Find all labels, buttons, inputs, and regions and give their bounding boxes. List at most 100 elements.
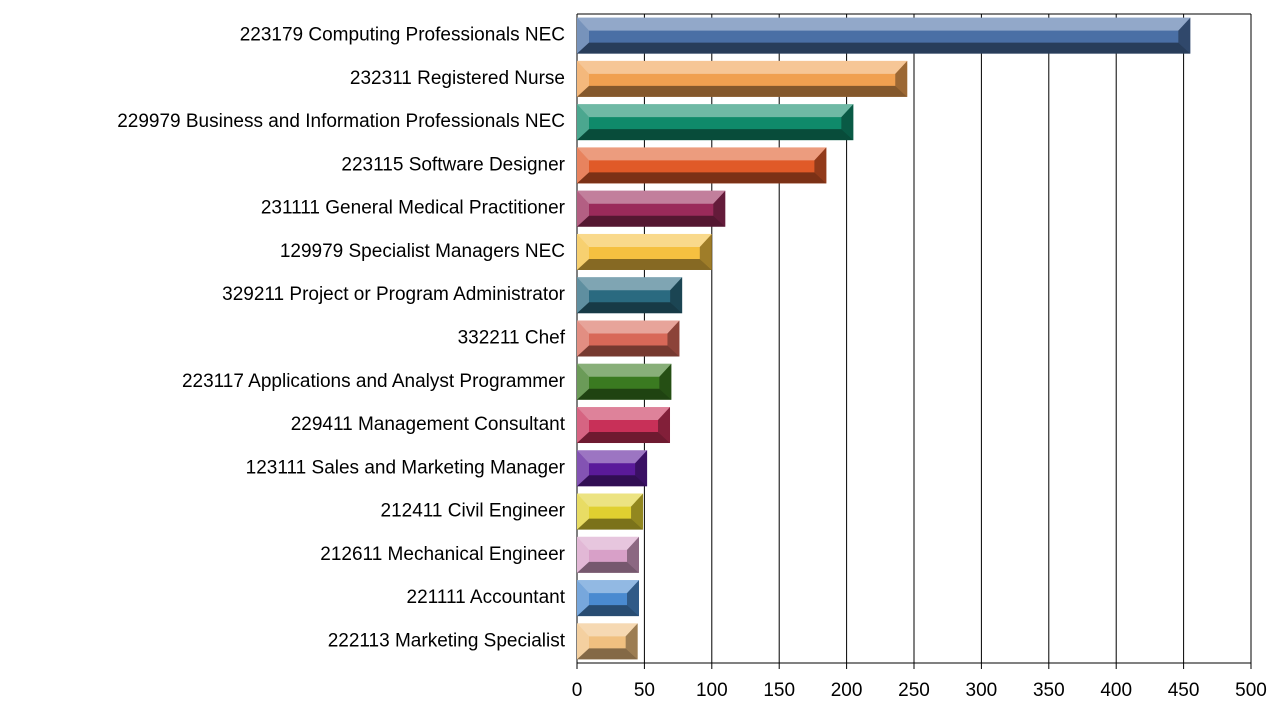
bevel <box>577 623 589 660</box>
bevel <box>577 580 589 617</box>
bar <box>577 104 854 141</box>
bevel <box>577 258 712 270</box>
bevel <box>577 388 672 400</box>
bar <box>577 536 640 573</box>
bar <box>577 320 680 357</box>
bevel <box>577 320 680 334</box>
bevel <box>659 363 672 400</box>
bevel <box>577 648 638 660</box>
bevel <box>577 215 726 227</box>
bevel <box>631 493 644 530</box>
bevel <box>577 450 589 487</box>
bevel <box>667 320 680 357</box>
bevel <box>577 129 854 141</box>
x-tick-label: 100 <box>696 680 728 701</box>
bevel <box>577 42 1191 54</box>
bevel <box>577 345 680 357</box>
bevel <box>841 104 854 141</box>
y-tick-label: 212611 Mechanical Engineer <box>320 544 565 565</box>
bevel <box>577 104 854 118</box>
bevel <box>577 17 1191 31</box>
y-tick-label: 232311 Registered Nurse <box>350 68 565 89</box>
bar <box>577 60 908 97</box>
bevel <box>895 60 908 97</box>
bar <box>577 493 644 530</box>
bevel <box>577 518 644 530</box>
bevel <box>658 407 671 444</box>
bevel <box>577 432 671 444</box>
bevel <box>577 60 908 74</box>
bevel <box>577 190 726 204</box>
bevel <box>577 536 640 550</box>
bevel <box>577 233 712 247</box>
bevel <box>627 536 640 573</box>
y-tick-label: 223115 Software Designer <box>341 154 565 175</box>
bevel <box>577 407 671 421</box>
x-tick-label: 250 <box>898 680 930 701</box>
bevel <box>577 60 589 97</box>
bevel <box>577 493 589 530</box>
y-tick-label: 332211 Chef <box>458 328 566 349</box>
y-tick-label: 223117 Applications and Analyst Programm… <box>182 371 566 392</box>
bar <box>577 407 671 444</box>
x-tick-label: 150 <box>763 680 795 701</box>
x-tick-label: 350 <box>1033 680 1065 701</box>
y-tick-label: 129979 Specialist Managers NEC <box>280 241 565 262</box>
y-tick-label: 223179 Computing Professionals NEC <box>240 25 565 46</box>
bevel <box>814 147 827 184</box>
bar <box>577 580 640 617</box>
bevel <box>627 580 640 617</box>
y-tick-label: 231111 General Medical Practitioner <box>261 198 566 219</box>
bevel <box>577 363 672 377</box>
bevel <box>577 172 827 184</box>
bevel <box>713 190 726 227</box>
bevel <box>577 147 589 184</box>
bevel <box>577 493 644 507</box>
bevel <box>625 623 638 660</box>
bevel <box>577 85 908 97</box>
bevel <box>577 605 640 617</box>
bar <box>577 363 672 400</box>
bar <box>577 190 726 227</box>
bar <box>577 233 712 270</box>
bar <box>577 450 648 487</box>
bevel <box>577 147 827 161</box>
bevel <box>635 450 648 487</box>
bevel <box>577 363 589 400</box>
bevel <box>699 233 712 270</box>
bevel <box>577 17 589 54</box>
bevel <box>670 277 683 314</box>
x-tick-label: 500 <box>1235 680 1267 701</box>
bevel <box>577 320 589 357</box>
bevel <box>577 450 648 464</box>
bevel <box>577 475 648 487</box>
y-tick-label: 221111 Accountant <box>407 587 566 608</box>
x-tick-label: 300 <box>966 680 998 701</box>
y-tick-label: 329211 Project or Program Administrator <box>222 284 566 305</box>
bar <box>577 17 1191 54</box>
bevel <box>1178 17 1191 54</box>
bevel <box>577 104 589 141</box>
x-tick-label: 0 <box>572 680 583 701</box>
y-tick-label: 123111 Sales and Marketing Manager <box>246 457 566 478</box>
bevel <box>577 233 589 270</box>
x-tick-label: 50 <box>634 680 655 701</box>
y-tick-label: 229979 Business and Information Professi… <box>117 111 565 132</box>
y-tick-label: 229411 Management Consultant <box>291 414 566 435</box>
x-tick-label: 200 <box>831 680 863 701</box>
bevel <box>577 536 589 573</box>
x-tick-label: 400 <box>1100 680 1132 701</box>
y-tick-label: 222113 Marketing Specialist <box>328 630 566 651</box>
y-tick-label: 212411 Civil Engineer <box>381 501 566 522</box>
bevel <box>577 277 589 314</box>
bevel <box>577 302 683 314</box>
bar <box>577 623 638 660</box>
bar <box>577 277 683 314</box>
bevel <box>577 580 640 594</box>
bar <box>577 147 827 184</box>
bevel <box>577 277 683 291</box>
bevel <box>577 623 638 637</box>
bevel <box>577 190 589 227</box>
bevel <box>577 561 640 573</box>
